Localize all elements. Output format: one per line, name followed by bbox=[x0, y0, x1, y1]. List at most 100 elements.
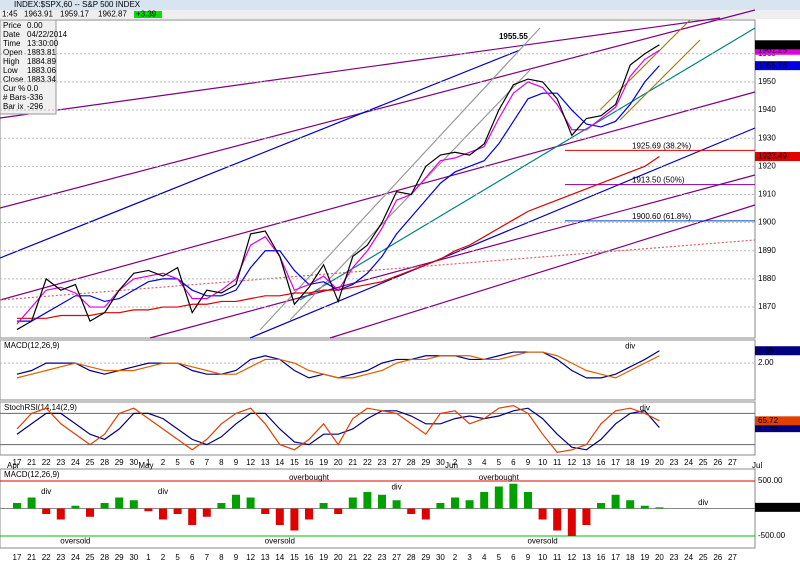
last-value-label: 1955.78 bbox=[758, 61, 787, 70]
x-tick-label: 19 bbox=[640, 553, 649, 562]
x-tick-label: 16 bbox=[305, 553, 314, 562]
info-key: Open bbox=[3, 48, 23, 57]
x-tick-label-mini: 18 bbox=[626, 458, 635, 467]
quote-value: 1:45 bbox=[2, 10, 18, 19]
series-line bbox=[16, 44, 660, 331]
histogram-bar bbox=[305, 508, 313, 520]
last-value-label: 1963.19 bbox=[758, 40, 787, 49]
info-key: Price bbox=[3, 21, 22, 30]
annotation: overbought bbox=[479, 473, 520, 482]
histogram-bar bbox=[217, 503, 226, 509]
x-tick-label-mini: 15 bbox=[290, 458, 299, 467]
x-tick-label: 2 bbox=[161, 553, 166, 562]
x-tick-label-mini: 28 bbox=[407, 458, 416, 467]
x-tick-label: 22 bbox=[363, 553, 372, 562]
x-tick-label: 5 bbox=[497, 553, 502, 562]
x-tick-label: 17 bbox=[611, 553, 620, 562]
x-tick-label-mini: 6 bbox=[190, 458, 195, 467]
histogram-bar bbox=[275, 508, 284, 525]
x-tick-label: 13 bbox=[582, 553, 591, 562]
quote-change: +3.39 bbox=[136, 10, 157, 19]
last-value-label: 1961.25 bbox=[758, 45, 787, 54]
histogram-bar bbox=[509, 483, 518, 509]
fib-label: 1900.60 (61.8%) bbox=[632, 212, 691, 221]
x-tick-label: 24 bbox=[71, 553, 80, 562]
annotation: oversold bbox=[265, 537, 295, 546]
info-panel bbox=[0, 19, 57, 115]
histogram-bar bbox=[348, 497, 357, 509]
x-tick-label: 8 bbox=[219, 553, 224, 562]
x-tick-label-mini: 2 bbox=[161, 458, 166, 467]
histogram-bar bbox=[290, 508, 299, 531]
histogram-bar bbox=[392, 500, 401, 509]
x-tick-label: 29 bbox=[421, 553, 430, 562]
last-value-label: 20.88 bbox=[758, 502, 779, 511]
x-tick-label-mini: 23 bbox=[56, 458, 65, 467]
histogram-bar bbox=[436, 503, 445, 509]
histogram-bar bbox=[334, 508, 343, 514]
x-tick-label-mini: 27 bbox=[392, 458, 401, 467]
x-tick-label: 7 bbox=[205, 553, 210, 562]
x-tick-label-mini: 27 bbox=[728, 458, 737, 467]
x-tick-label-mini: 22 bbox=[363, 458, 372, 467]
x-tick-label-mini: 2 bbox=[453, 458, 458, 467]
x-tick-label-mini: 22 bbox=[42, 458, 51, 467]
x-tick-label: 25 bbox=[699, 553, 708, 562]
series-line bbox=[16, 49, 660, 325]
histogram-bar bbox=[494, 486, 503, 509]
info-value: 04/22/2014 bbox=[27, 30, 68, 39]
x-tick-label: 27 bbox=[728, 553, 737, 562]
x-tick-label-mini: 30 bbox=[129, 458, 138, 467]
x-tick-label: 22 bbox=[42, 553, 51, 562]
x-tick-label: 3 bbox=[467, 553, 472, 562]
histogram-bar bbox=[86, 508, 94, 517]
last-value-box bbox=[755, 40, 800, 50]
info-value: 1883.81 bbox=[27, 48, 56, 57]
x-tick-label: 12 bbox=[246, 553, 255, 562]
x-tick-label-mini: 1 bbox=[146, 458, 151, 467]
x-tick-label: 23 bbox=[670, 553, 679, 562]
y-tick-label: 1910 bbox=[758, 190, 776, 199]
info-value: -336 bbox=[27, 93, 44, 102]
x-tick-label: 14 bbox=[275, 553, 284, 562]
title-bar bbox=[0, 0, 800, 10]
month-label: Jul bbox=[752, 461, 762, 470]
quote-value: 1959.17 bbox=[60, 10, 89, 19]
x-tick-label-mini: 25 bbox=[699, 458, 708, 467]
histogram-bar bbox=[567, 508, 576, 536]
x-tick-label: 30 bbox=[436, 553, 445, 562]
x-tick-label: 24 bbox=[684, 553, 693, 562]
x-tick-label-mini: 8 bbox=[219, 458, 224, 467]
histogram-bar bbox=[640, 505, 649, 509]
histogram-bar bbox=[378, 494, 386, 509]
fib-label: 1913.50 (50%) bbox=[632, 176, 685, 185]
histogram-bar bbox=[480, 492, 489, 509]
x-tick-label-mini: 6 bbox=[511, 458, 516, 467]
x-tick-label: 20 bbox=[334, 553, 343, 562]
last-value-box bbox=[755, 416, 800, 426]
x-tick-label: 1 bbox=[146, 553, 151, 562]
x-tick-label: 11 bbox=[553, 553, 562, 562]
histogram-bar bbox=[115, 497, 124, 509]
x-tick-label: 26 bbox=[713, 553, 722, 562]
x-tick-label-mini: 26 bbox=[713, 458, 722, 467]
month-label: May bbox=[138, 461, 153, 470]
last-value-box bbox=[755, 45, 800, 55]
x-tick-label-mini: 20 bbox=[334, 458, 343, 467]
histogram-bar bbox=[421, 508, 430, 520]
x-tick-label: 27 bbox=[392, 553, 401, 562]
histogram-bar bbox=[56, 508, 65, 520]
x-tick-label-mini: 24 bbox=[684, 458, 693, 467]
change-box bbox=[134, 11, 162, 18]
last-value-box bbox=[755, 346, 800, 356]
x-tick-label-mini: 4 bbox=[482, 458, 487, 467]
x-tick-label-mini: 25 bbox=[86, 458, 95, 467]
x-tick-label-mini: 28 bbox=[100, 458, 109, 467]
info-key: Time bbox=[3, 39, 21, 48]
info-key: Bar ix bbox=[3, 102, 23, 111]
info-value: 13:30:00 bbox=[27, 39, 59, 48]
series-line bbox=[16, 407, 660, 451]
info-key: Low bbox=[3, 66, 18, 75]
y-tick-label: 1950 bbox=[758, 77, 776, 86]
annotation: oversold bbox=[60, 537, 90, 546]
